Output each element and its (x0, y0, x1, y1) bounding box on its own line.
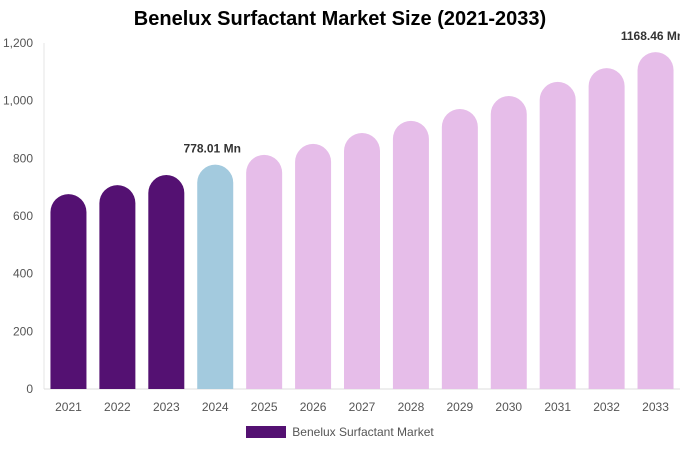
bar-2031 (539, 81, 576, 390)
x-tick-label: 2030 (495, 400, 522, 414)
x-tick-label: 2028 (398, 400, 425, 414)
x-tick-label: 2026 (300, 400, 327, 414)
y-tick-label: 400 (13, 267, 33, 281)
y-tick-label: 1,000 (3, 94, 33, 108)
bar-2032 (588, 68, 625, 390)
chart-title: Benelux Surfactant Market Size (2021-203… (133, 8, 547, 30)
bar-2026 (295, 143, 332, 389)
bar-2033 (637, 52, 674, 390)
y-tick-label: 0 (26, 382, 33, 396)
x-tick-label: 2032 (593, 400, 620, 414)
x-tick-label: 2023 (153, 400, 180, 414)
bar-2030 (490, 96, 527, 389)
legend-swatch (246, 426, 287, 438)
y-tick-label: 1,200 (3, 36, 33, 50)
bar-2024 (197, 164, 234, 389)
bar-2029 (441, 109, 478, 390)
x-tick-label: 2027 (349, 400, 376, 414)
data-label: 1168.46 Mn (621, 29, 680, 43)
x-tick-label: 2025 (251, 400, 278, 414)
bar-2027 (344, 132, 380, 389)
bar-2021 (50, 194, 87, 389)
y-tick-label: 200 (13, 324, 33, 338)
legend-label: Benelux Surfactant Market (292, 425, 434, 439)
legend: Benelux Surfactant Market (0, 425, 680, 439)
x-tick-label: 2024 (202, 400, 229, 414)
x-tick-label: 2021 (55, 400, 82, 414)
bar-2025 (246, 154, 283, 389)
x-tick-label: 2029 (446, 400, 473, 414)
bar-2028 (392, 120, 429, 389)
bar-2023 (148, 175, 185, 389)
x-tick-label: 2022 (104, 400, 131, 414)
data-label: 778.01 Mn (184, 142, 241, 156)
y-tick-label: 600 (13, 209, 33, 223)
y-tick-label: 800 (13, 151, 33, 165)
bar-2022 (99, 185, 136, 389)
x-tick-label: 2033 (642, 400, 669, 414)
x-tick-label: 2031 (544, 400, 571, 414)
